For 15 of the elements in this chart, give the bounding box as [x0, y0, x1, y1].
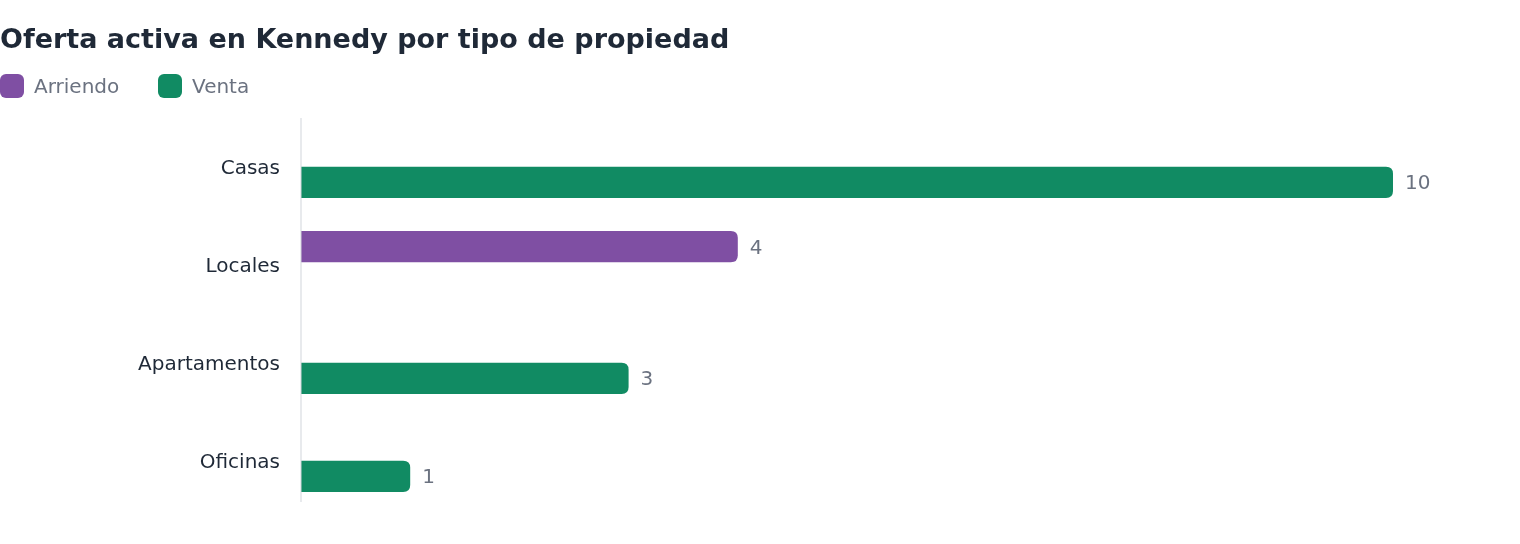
legend-label: Venta — [192, 74, 250, 98]
y-tick-label: Casas — [220, 155, 280, 179]
bar — [301, 460, 411, 492]
legend-label: Arriendo — [34, 74, 120, 98]
bar — [301, 362, 629, 394]
data-label: 10 — [1405, 170, 1431, 195]
bar — [301, 166, 1393, 198]
data-label: 3 — [640, 366, 654, 391]
bar — [301, 231, 738, 263]
y-tick-label: Oficinas — [199, 449, 280, 473]
chart-title: Oferta activa en Kennedy por tipo de propiedad — [0, 23, 730, 54]
data-label: 4 — [749, 234, 763, 259]
y-tick-label: Locales — [205, 253, 280, 277]
y-tick-label: Apartamentos — [138, 351, 280, 375]
data-label: 1 — [422, 464, 435, 489]
